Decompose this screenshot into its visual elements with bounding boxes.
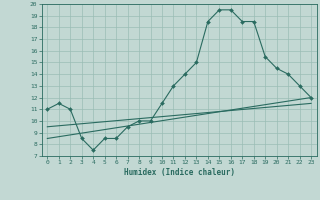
X-axis label: Humidex (Indice chaleur): Humidex (Indice chaleur) (124, 168, 235, 177)
